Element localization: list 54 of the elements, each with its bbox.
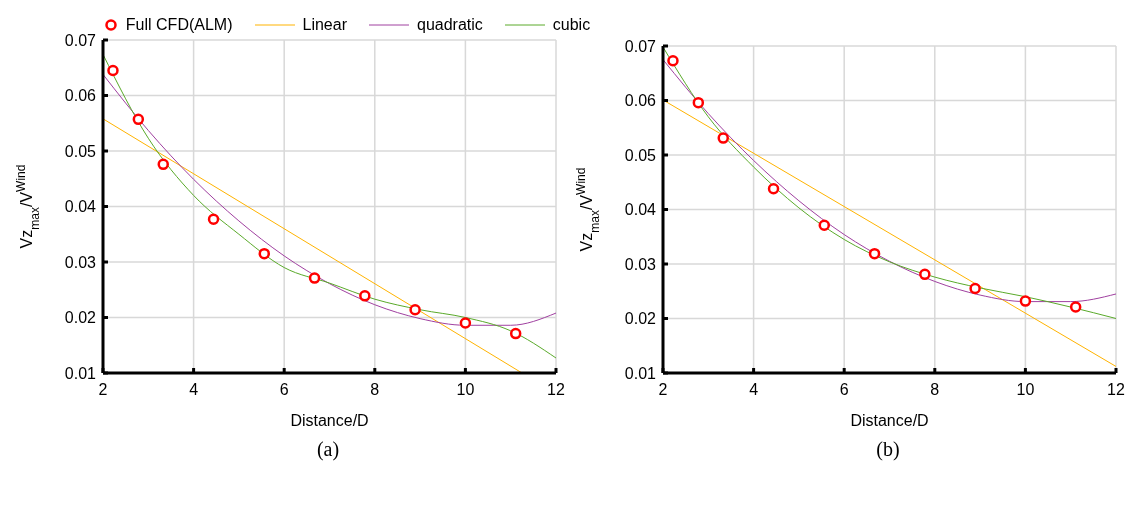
x-tick-label: 8 xyxy=(930,381,940,399)
x-tick-label: 4 xyxy=(189,381,199,399)
text: (b) xyxy=(875,438,901,461)
x-tick-label: 6 xyxy=(279,381,289,399)
point xyxy=(308,272,321,284)
x-tick-label: 2 xyxy=(658,381,668,399)
y-tick-label: 0.07 xyxy=(624,37,657,55)
text: (a) xyxy=(315,438,341,461)
point xyxy=(818,219,831,232)
point xyxy=(692,96,705,109)
point xyxy=(459,317,472,329)
point xyxy=(258,247,271,260)
point xyxy=(919,268,931,281)
point xyxy=(667,54,679,67)
y-tick-label: 0.05 xyxy=(624,146,657,164)
x-tick-label: 12 xyxy=(547,381,565,399)
y-tick-label: 0.05 xyxy=(64,142,97,160)
point xyxy=(767,183,780,195)
point xyxy=(1069,301,1082,313)
y-tick-label: 0.01 xyxy=(64,364,97,382)
x-tick-label: 6 xyxy=(839,381,849,399)
legend-label: cubic xyxy=(552,16,591,34)
point xyxy=(509,327,522,340)
x-tick-label: 10 xyxy=(1016,381,1035,399)
y-tick-label: 0.02 xyxy=(64,309,97,327)
y-tick-label: 0.04 xyxy=(624,201,657,219)
point xyxy=(157,158,169,171)
y-tick-label: 0.06 xyxy=(624,92,657,110)
point xyxy=(107,64,119,77)
y-tick-label: 0.03 xyxy=(64,253,97,271)
point xyxy=(207,213,220,226)
point xyxy=(868,247,881,260)
legend-label: quadratic xyxy=(416,16,483,34)
point xyxy=(359,290,371,302)
x-tick-label: 8 xyxy=(370,381,380,399)
point xyxy=(1019,295,1032,307)
point xyxy=(717,132,729,144)
x-tick-label: 12 xyxy=(1107,381,1125,399)
point xyxy=(409,303,421,316)
x-tick-label: 10 xyxy=(456,381,475,399)
x-tick-label: 4 xyxy=(749,381,759,399)
y-tick-label: 0.03 xyxy=(624,255,657,273)
legend-label: Linear xyxy=(302,16,347,34)
y-tick-label: 0.06 xyxy=(64,87,97,105)
x-tick-label: 2 xyxy=(98,381,108,399)
x-axis-title: Distance/D xyxy=(850,412,929,429)
legend-label: Full CFD(ALM) xyxy=(125,16,233,34)
x-axis-title: Distance/D xyxy=(290,412,369,429)
y-tick-label: 0.04 xyxy=(64,198,97,216)
point xyxy=(969,282,981,295)
y-tick-label: 0.02 xyxy=(624,310,657,328)
y-tick-label: 0.01 xyxy=(624,364,657,382)
y-tick-label: 0.07 xyxy=(64,31,97,49)
point xyxy=(132,113,145,126)
